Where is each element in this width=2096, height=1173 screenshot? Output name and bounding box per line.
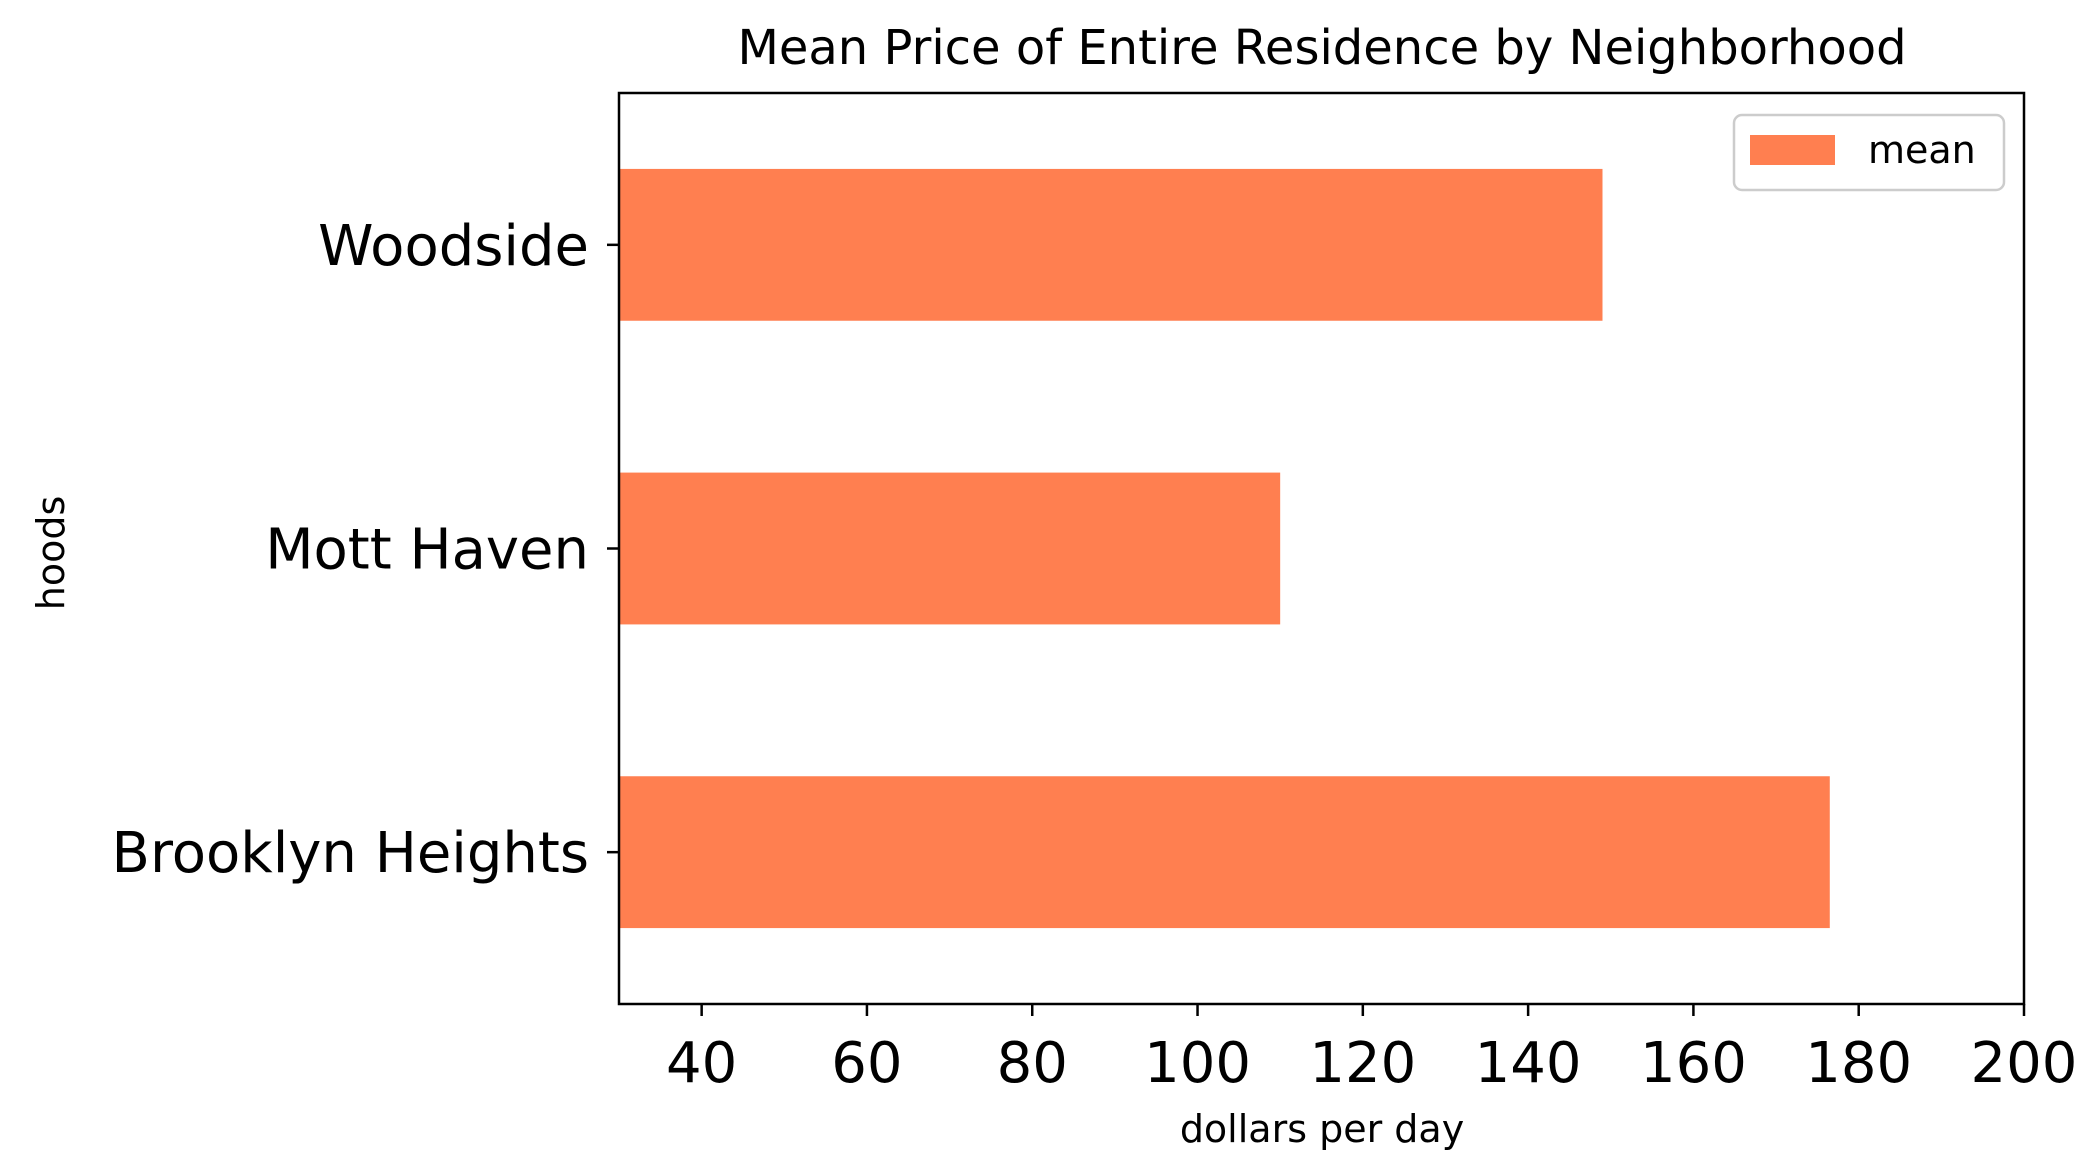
bar-brooklyn-heights xyxy=(619,776,1830,929)
y-tick-label-brooklyn-heights: Brooklyn Heights xyxy=(112,821,589,886)
legend-box xyxy=(1732,113,2006,192)
x-tick-label: 40 xyxy=(666,1031,737,1096)
x-axis-label: dollars per day xyxy=(1180,1107,1464,1151)
legend-swatch-mean xyxy=(1750,135,1835,165)
chart-title: Mean Price of Entire Residence by Neighb… xyxy=(737,20,1906,76)
legend-label-mean: mean xyxy=(1868,128,1976,172)
x-tick-label: 80 xyxy=(997,1031,1068,1096)
y-axis-label: hoods xyxy=(29,496,73,611)
x-tick-label: 200 xyxy=(1971,1031,2078,1096)
bar-woodside xyxy=(619,168,1603,321)
x-tick-label: 160 xyxy=(1640,1031,1747,1096)
x-tick-label: 180 xyxy=(1805,1031,1912,1096)
legend: mean xyxy=(1732,113,2006,192)
x-axis-ticks: 40 60 80 100 120 140 160 180 200 xyxy=(666,1004,2077,1096)
bars-layer xyxy=(619,168,1830,929)
bar-mott-haven xyxy=(619,472,1281,625)
y-tick-label-woodside: Woodside xyxy=(318,214,589,279)
y-tick-label-mott-haven: Mott Haven xyxy=(265,518,589,583)
x-tick-label: 140 xyxy=(1475,1031,1582,1096)
x-tick-label: 120 xyxy=(1309,1031,1416,1096)
x-tick-label: 100 xyxy=(1144,1031,1251,1096)
x-tick-label: 60 xyxy=(831,1031,902,1096)
y-axis-ticks: Brooklyn Heights Mott Haven Woodside xyxy=(112,214,619,886)
